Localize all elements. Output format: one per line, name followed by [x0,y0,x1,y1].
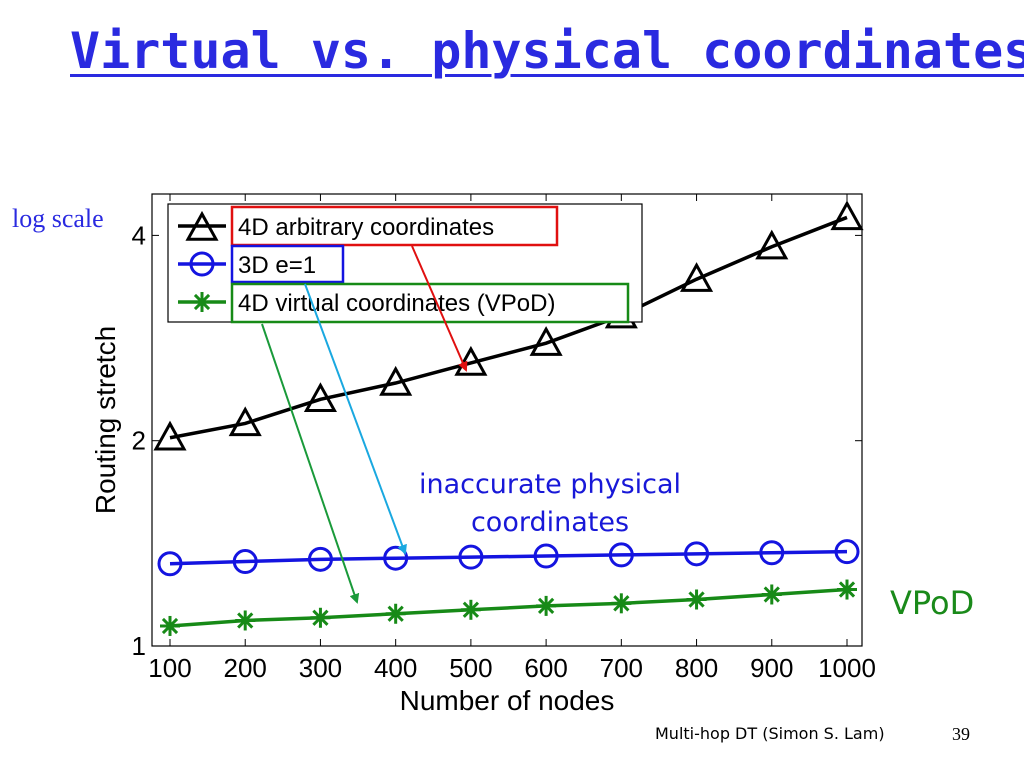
data-point-asterisk [385,603,406,624]
legend-highlight-frame [230,244,345,284]
x-tick-label: 900 [750,653,793,683]
legend-label: 3D e=1 [238,252,316,279]
arrow-cyan [304,283,407,555]
legend-marker-sample [185,210,219,241]
x-tick-label: 800 [675,653,718,683]
data-point-asterisk [460,599,481,620]
data-point-circle [533,543,559,569]
data-point-asterisk [235,610,256,631]
callout-arrows [261,245,468,604]
log-scale-note: log scale [12,204,104,233]
data-point-circle [383,545,409,571]
series-line-0 [169,215,848,440]
page-number: 39 [952,724,970,744]
inaccurate-coordinates-callout: inaccurate physical coordinates [380,466,720,542]
data-point-triangle [153,420,187,451]
data-point-triangle [303,382,337,413]
data-point-asterisk [310,607,331,628]
asterisk-stroke [838,581,856,598]
legend-highlight-frame [230,282,630,324]
legend-box [167,203,643,323]
asterisk-stroke [688,591,705,608]
data-point-circle [834,539,860,565]
data-point-asterisk [837,579,857,600]
legend-marker-sample [189,251,215,277]
asterisk-stroke [237,612,254,629]
asterisk-stroke [387,605,404,622]
x-tick-label: 300 [299,653,342,683]
callout-line-1: inaccurate physical [418,469,682,500]
asterisk-stroke [462,601,480,618]
data-point-circle [157,551,183,577]
data-point-circle [458,544,484,570]
data-point-circle [307,546,333,572]
data-point-asterisk [160,615,180,636]
data-point-asterisk [536,595,557,616]
data-point-triangle [529,326,563,356]
data-point-circle [759,540,785,566]
x-tick-label: 100 [148,653,191,683]
x-tick-label: 200 [224,653,267,683]
data-point-triangle [379,365,413,396]
legend: 4D arbitrary coordinates 3D e=1 4D virtual… [167,203,643,324]
x-tick-label: 600 [524,653,567,683]
data-point-triangle [680,262,714,292]
legend-label: 4D virtual coordinates (VPoD) [238,290,555,317]
vpod-label: VPoD [890,584,975,622]
data-point-triangle [830,200,864,231]
legend-marker-sample [192,292,212,312]
callout-line-2: coordinates [470,507,630,538]
data-point-triangle [755,229,789,260]
data-point-asterisk [611,593,632,614]
slide-title: Virtual vs. physical coordinates [70,22,1024,80]
y-axis-label: Routing stretch [90,326,121,514]
data-point-asterisk [761,584,782,605]
series-line-1 [169,549,848,566]
footer-credit: Multi-hop DT (Simon S. Lam) [655,724,885,743]
x-tick-label: 700 [600,653,643,683]
x-axis-label: Number of nodes [400,685,615,716]
data-point-triangle [228,406,262,437]
data-point-circle [232,549,258,575]
arrow-red [411,245,468,372]
y-tick-label: 2 [132,426,146,456]
legend-label: 4D arbitrary coordinates [238,214,494,241]
series-layer [153,200,864,636]
x-tick-label: 1000 [818,653,876,683]
asterisk-stroke [613,595,630,612]
series-line-2 [169,587,848,628]
asterisk-stroke [312,609,329,626]
x-tick-label: 500 [449,653,492,683]
asterisk-stroke [537,597,555,615]
axis-ticks: 100 200 300 400 500 600 700 800 900 1000 1 2 4 [132,194,876,683]
asterisk-stroke [763,586,780,603]
asterisk-stroke [193,293,211,311]
data-point-circle [684,541,710,567]
y-tick-label: 1 [132,631,146,661]
legend-highlight-frame [230,205,559,247]
y-tick-label: 4 [132,220,146,250]
data-point-asterisk [686,589,707,610]
x-tick-label: 400 [374,653,417,683]
data-point-circle [608,542,634,568]
asterisk-stroke [161,617,179,635]
arrow-green [261,323,360,604]
